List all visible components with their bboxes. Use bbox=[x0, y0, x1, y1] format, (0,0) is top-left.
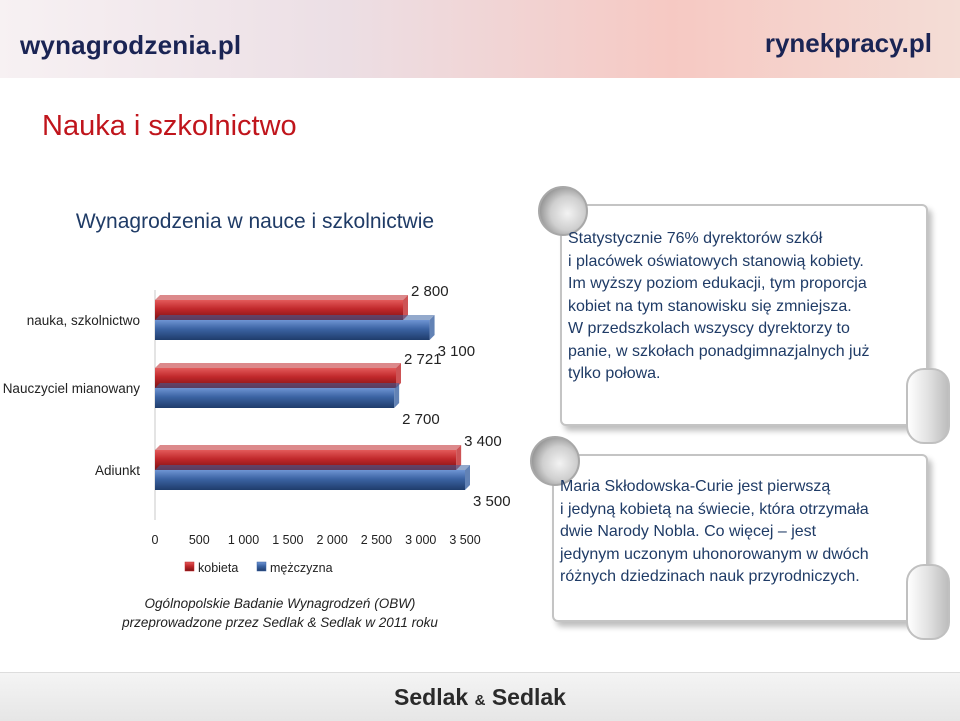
bar-top-face bbox=[155, 295, 408, 300]
bar-chart: nauka, szkolnictwo 2 800 3 100 Nauczyciel m… bbox=[3, 283, 511, 575]
page-title: Nauka i szkolnictwo bbox=[42, 110, 297, 142]
scroll-curl-icon bbox=[906, 368, 950, 444]
footer-bar bbox=[0, 672, 960, 721]
sedlak-logo[interactable]: Sedlak & Sedlak bbox=[0, 684, 960, 711]
callout-line: Maria Skłodowska-Curie jest pierwszą bbox=[560, 478, 831, 495]
callout-line: panie, w szkołach ponadgimnazjalnych już bbox=[568, 342, 870, 360]
callout-line: W przedszkolach wszyscy dyrektorzy to bbox=[568, 320, 850, 337]
x-tick-label: 1 500 bbox=[272, 533, 303, 547]
scroll-curl-icon bbox=[538, 186, 588, 236]
bar-side-face bbox=[403, 295, 408, 320]
callout-top-text: Statystycznie 76% dyrektorów szkół i pla… bbox=[568, 228, 870, 386]
callout-line: kobiet na tym stanowisku się zmniejsza. bbox=[568, 297, 852, 315]
callout-bottom-scroll: Maria Skłodowska-Curie jest pierwszą i j… bbox=[530, 436, 950, 640]
x-tick-label: 0 bbox=[152, 533, 159, 547]
bar-side-face bbox=[429, 315, 435, 340]
callout-line: i placówek oświatowych stanowią kobiety. bbox=[568, 252, 864, 270]
footer-logo-part2: Sedlak bbox=[491, 684, 566, 710]
wynagrodzenia-logo[interactable]: wynagrodzenia.pl bbox=[20, 30, 242, 60]
bar-top-face bbox=[155, 383, 400, 388]
bar-value-label: 2 800 bbox=[411, 283, 449, 300]
x-tick-label: 500 bbox=[189, 533, 210, 547]
bar-mężczyzna bbox=[155, 388, 395, 408]
bar-value-label: 2 700 bbox=[402, 411, 440, 428]
bar-mężczyzna bbox=[155, 470, 465, 490]
x-tick-label: 1 000 bbox=[228, 533, 259, 547]
x-tick-label: 2 000 bbox=[317, 533, 348, 547]
legend-label: kobieta bbox=[198, 561, 238, 575]
callout-line: Statystycznie 76% dyrektorów szkół bbox=[568, 230, 823, 247]
bar-value-label: 2 721 bbox=[404, 351, 442, 368]
bar-side-face bbox=[456, 445, 462, 470]
rynekpracy-logo[interactable]: rynekpracy.pl bbox=[764, 28, 932, 58]
callout-line: Im wyższy poziom edukacji, tym proporcja bbox=[568, 275, 867, 292]
legend-label: mężczyzna bbox=[270, 561, 333, 575]
chart-title: Wynagrodzenia w nauce i szkolnictwie bbox=[75, 210, 435, 233]
source-note: Ogólnopolskie Badanie Wynagrodzeń (OBW) … bbox=[100, 594, 460, 632]
bar-value-label: 3 100 bbox=[438, 343, 476, 360]
callout-line: tylko połowa. bbox=[568, 365, 661, 382]
legend-swatch-mężczyzna bbox=[256, 561, 267, 572]
bar-top-face bbox=[155, 363, 402, 368]
header-banner: wynagrodzenia.pl rynekpracy.pl bbox=[0, 0, 960, 78]
bar-top-face bbox=[155, 445, 462, 450]
x-tick-label: 3 000 bbox=[405, 533, 436, 547]
bar-side-face bbox=[465, 465, 470, 490]
footer-logo-amp: & bbox=[474, 692, 486, 709]
x-tick-label: 2 500 bbox=[361, 533, 392, 547]
bar-side-face bbox=[396, 363, 402, 388]
footer-logo-part1: Sedlak bbox=[394, 684, 469, 710]
category-label: Adiunkt bbox=[95, 463, 140, 478]
scroll-curl-icon bbox=[906, 564, 950, 640]
callout-line: różnych dziedzinach nauk przyrodniczych. bbox=[560, 568, 860, 585]
callout-bottom-text: Maria Skłodowska-Curie jest pierwszą i j… bbox=[560, 476, 869, 589]
callout-top-scroll: Statystycznie 76% dyrektorów szkół i pla… bbox=[538, 186, 950, 444]
callout-line: i jedyną kobietą na świecie, która otrzy… bbox=[560, 500, 869, 518]
callout-line: dwie Narody Nobla. Co więcej – jest bbox=[560, 523, 817, 540]
source-line-1: Ogólnopolskie Badanie Wynagrodzeń (OBW) bbox=[144, 596, 416, 611]
bar-side-face bbox=[394, 383, 400, 408]
scroll-curl-icon bbox=[530, 436, 580, 486]
bar-top-face bbox=[155, 315, 435, 320]
callout-line: jedynym uczonym uhonorowanym w dwóch bbox=[560, 545, 869, 563]
bar-value-label: 3 400 bbox=[464, 433, 502, 450]
bar-value-label: 3 500 bbox=[473, 493, 511, 510]
source-line-2: przeprowadzone przez Sedlak & Sedlak w 2… bbox=[122, 615, 438, 630]
scroll-paper bbox=[552, 454, 928, 622]
x-tick-label: 3 500 bbox=[449, 533, 480, 547]
scroll-paper bbox=[560, 204, 928, 426]
bar-mężczyzna bbox=[155, 320, 430, 340]
category-label: nauka, szkolnictwo bbox=[27, 313, 140, 328]
bar-top-face bbox=[155, 465, 470, 470]
category-label: Nauczyciel mianowany bbox=[3, 381, 141, 396]
legend-swatch-kobieta bbox=[184, 561, 195, 572]
